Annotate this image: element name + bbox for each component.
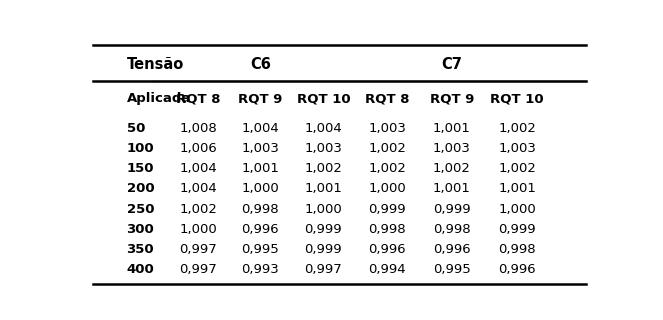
- Text: 0,998: 0,998: [499, 243, 536, 256]
- Text: 1,004: 1,004: [180, 162, 217, 175]
- Text: 0,995: 0,995: [241, 243, 279, 256]
- Text: 1,001: 1,001: [433, 122, 471, 135]
- Text: 1,000: 1,000: [180, 223, 217, 236]
- Text: 1,002: 1,002: [498, 162, 536, 175]
- Text: 0,998: 0,998: [241, 203, 279, 216]
- Text: 0,997: 0,997: [180, 263, 217, 276]
- Text: 300: 300: [127, 223, 154, 236]
- Text: 1,000: 1,000: [368, 182, 406, 196]
- Text: 0,996: 0,996: [368, 243, 406, 256]
- Text: 0,999: 0,999: [499, 223, 536, 236]
- Text: 0,999: 0,999: [304, 243, 342, 256]
- Text: 1,001: 1,001: [304, 182, 342, 196]
- Text: 1,002: 1,002: [368, 162, 406, 175]
- Text: 1,000: 1,000: [498, 203, 536, 216]
- Text: 1,003: 1,003: [433, 142, 471, 155]
- Text: 0,999: 0,999: [304, 223, 342, 236]
- Text: RQT 9: RQT 9: [238, 92, 282, 105]
- Text: 150: 150: [127, 162, 154, 175]
- Text: 0,994: 0,994: [368, 263, 406, 276]
- Text: 1,008: 1,008: [180, 122, 217, 135]
- Text: 1,004: 1,004: [241, 122, 279, 135]
- Text: 0,995: 0,995: [433, 263, 471, 276]
- Text: RQT 10: RQT 10: [296, 92, 350, 105]
- Text: 0,996: 0,996: [241, 223, 279, 236]
- Text: 1,004: 1,004: [304, 122, 342, 135]
- Text: 50: 50: [127, 122, 145, 135]
- Text: 200: 200: [127, 182, 154, 196]
- Text: C7: C7: [442, 57, 463, 72]
- Text: 0,997: 0,997: [304, 263, 342, 276]
- Text: Aplicada: Aplicada: [127, 92, 191, 105]
- Text: 100: 100: [127, 142, 154, 155]
- Text: 0,996: 0,996: [433, 243, 471, 256]
- Text: 1,003: 1,003: [368, 122, 406, 135]
- Text: 1,002: 1,002: [433, 162, 471, 175]
- Text: RQT 8: RQT 8: [365, 92, 409, 105]
- Text: 1,002: 1,002: [368, 142, 406, 155]
- Text: 1,001: 1,001: [433, 182, 471, 196]
- Text: 400: 400: [127, 263, 154, 276]
- Text: 0,999: 0,999: [368, 203, 406, 216]
- Text: 0,997: 0,997: [180, 243, 217, 256]
- Text: RQT 8: RQT 8: [176, 92, 221, 105]
- Text: 0,999: 0,999: [433, 203, 471, 216]
- Text: 1,003: 1,003: [304, 142, 342, 155]
- Text: 1,001: 1,001: [498, 182, 536, 196]
- Text: 250: 250: [127, 203, 154, 216]
- Text: 0,993: 0,993: [241, 263, 279, 276]
- Text: 1,001: 1,001: [241, 162, 279, 175]
- Text: Tensão: Tensão: [127, 57, 184, 72]
- Text: 0,996: 0,996: [499, 263, 536, 276]
- Text: 1,003: 1,003: [498, 142, 536, 155]
- Text: 1,000: 1,000: [241, 182, 279, 196]
- Text: C6: C6: [251, 57, 271, 72]
- Text: 0,998: 0,998: [368, 223, 406, 236]
- Text: 1,002: 1,002: [498, 122, 536, 135]
- Text: 1,006: 1,006: [180, 142, 217, 155]
- Text: 1,000: 1,000: [304, 203, 342, 216]
- Text: 1,002: 1,002: [180, 203, 217, 216]
- Text: 1,003: 1,003: [241, 142, 279, 155]
- Text: 350: 350: [127, 243, 154, 256]
- Text: RQT 9: RQT 9: [430, 92, 474, 105]
- Text: RQT 10: RQT 10: [490, 92, 544, 105]
- Text: 0,998: 0,998: [433, 223, 471, 236]
- Text: 1,004: 1,004: [180, 182, 217, 196]
- Text: 1,002: 1,002: [304, 162, 342, 175]
